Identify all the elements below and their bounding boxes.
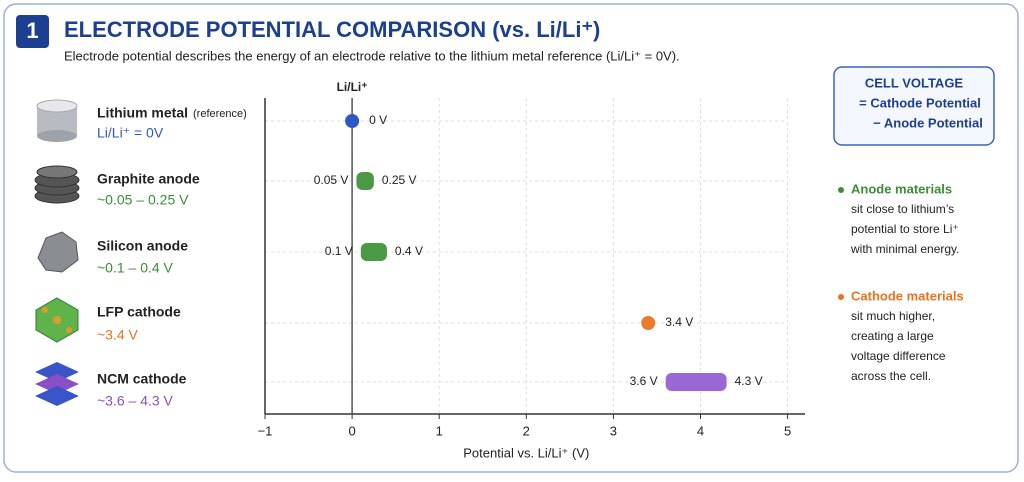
note-line: creating a large: [851, 329, 934, 343]
material-range: ~3.4 V: [97, 327, 139, 343]
x-tick-label: 3: [610, 423, 617, 438]
formula-box: [833, 66, 995, 146]
value-label: 0.4 V: [395, 244, 423, 258]
material-name: NCM cathode: [97, 371, 187, 387]
note-line: voltage difference: [851, 349, 946, 363]
x-tick-label: 5: [784, 423, 791, 438]
material-name: Lithium metal: [97, 105, 188, 121]
graphite-icon: [34, 165, 80, 204]
badge-number: 1: [26, 18, 38, 43]
note-line: potential to store Li⁺: [851, 222, 959, 236]
bullet: [838, 187, 844, 193]
note-line: sit close to lithium’s: [851, 202, 954, 216]
bullet: [838, 294, 844, 300]
x-axis-label: Potential vs. Li/Li⁺ (V): [463, 445, 589, 460]
material-range: ~3.6 – 4.3 V: [97, 393, 174, 409]
lfp-icon: [35, 297, 79, 343]
ncm-icon: [35, 362, 79, 406]
x-tick-label: 4: [697, 423, 704, 438]
note-line: sit much higher,: [851, 309, 935, 323]
x-tick-label: 0: [348, 423, 355, 438]
note-line: across the cell.: [851, 369, 931, 383]
note-line: with minimal energy.: [850, 242, 959, 256]
silicon-icon: [37, 231, 79, 273]
formula-title: CELL VOLTAGE: [865, 75, 964, 90]
material-note: (reference): [193, 108, 247, 120]
value-label: 0.05 V: [314, 173, 349, 187]
point: [641, 316, 656, 330]
point: [345, 114, 360, 128]
note-heading: Anode materials: [851, 181, 952, 196]
x-tick-label: 2: [523, 423, 530, 438]
value-label: 3.4 V: [665, 315, 693, 329]
value-label: 0 V: [369, 113, 387, 127]
material-name: LFP cathode: [97, 304, 181, 320]
range-bar: [360, 243, 387, 261]
material-range: Li/Li⁺ = 0V: [97, 125, 164, 141]
material-name: Graphite anode: [97, 171, 200, 187]
material-name: Silicon anode: [97, 238, 188, 254]
formula-line: − Anode Potential: [873, 115, 983, 130]
range-bar: [665, 373, 727, 391]
value-label: 0.25 V: [382, 173, 417, 187]
x-tick-label: −1: [258, 423, 273, 438]
title: ELECTRODE POTENTIAL COMPARISON (vs. Li/L…: [64, 17, 600, 42]
value-label: 3.6 V: [630, 374, 658, 388]
x-tick-label: 1: [436, 423, 443, 438]
subtitle: Electrode potential describes the energy…: [64, 48, 680, 63]
note-heading: Cathode materials: [851, 288, 964, 303]
value-label: 4.3 V: [735, 374, 763, 388]
range-bar: [356, 172, 374, 190]
value-label: 0.1 V: [325, 244, 353, 258]
formula-line: = Cathode Potential: [859, 95, 981, 110]
badge: [16, 15, 49, 48]
material-range: ~0.05 – 0.25 V: [97, 192, 189, 208]
lithium-icon: [36, 99, 78, 142]
reference-label: Li/Li⁺: [337, 80, 368, 94]
material-range: ~0.1 – 0.4 V: [97, 260, 174, 276]
